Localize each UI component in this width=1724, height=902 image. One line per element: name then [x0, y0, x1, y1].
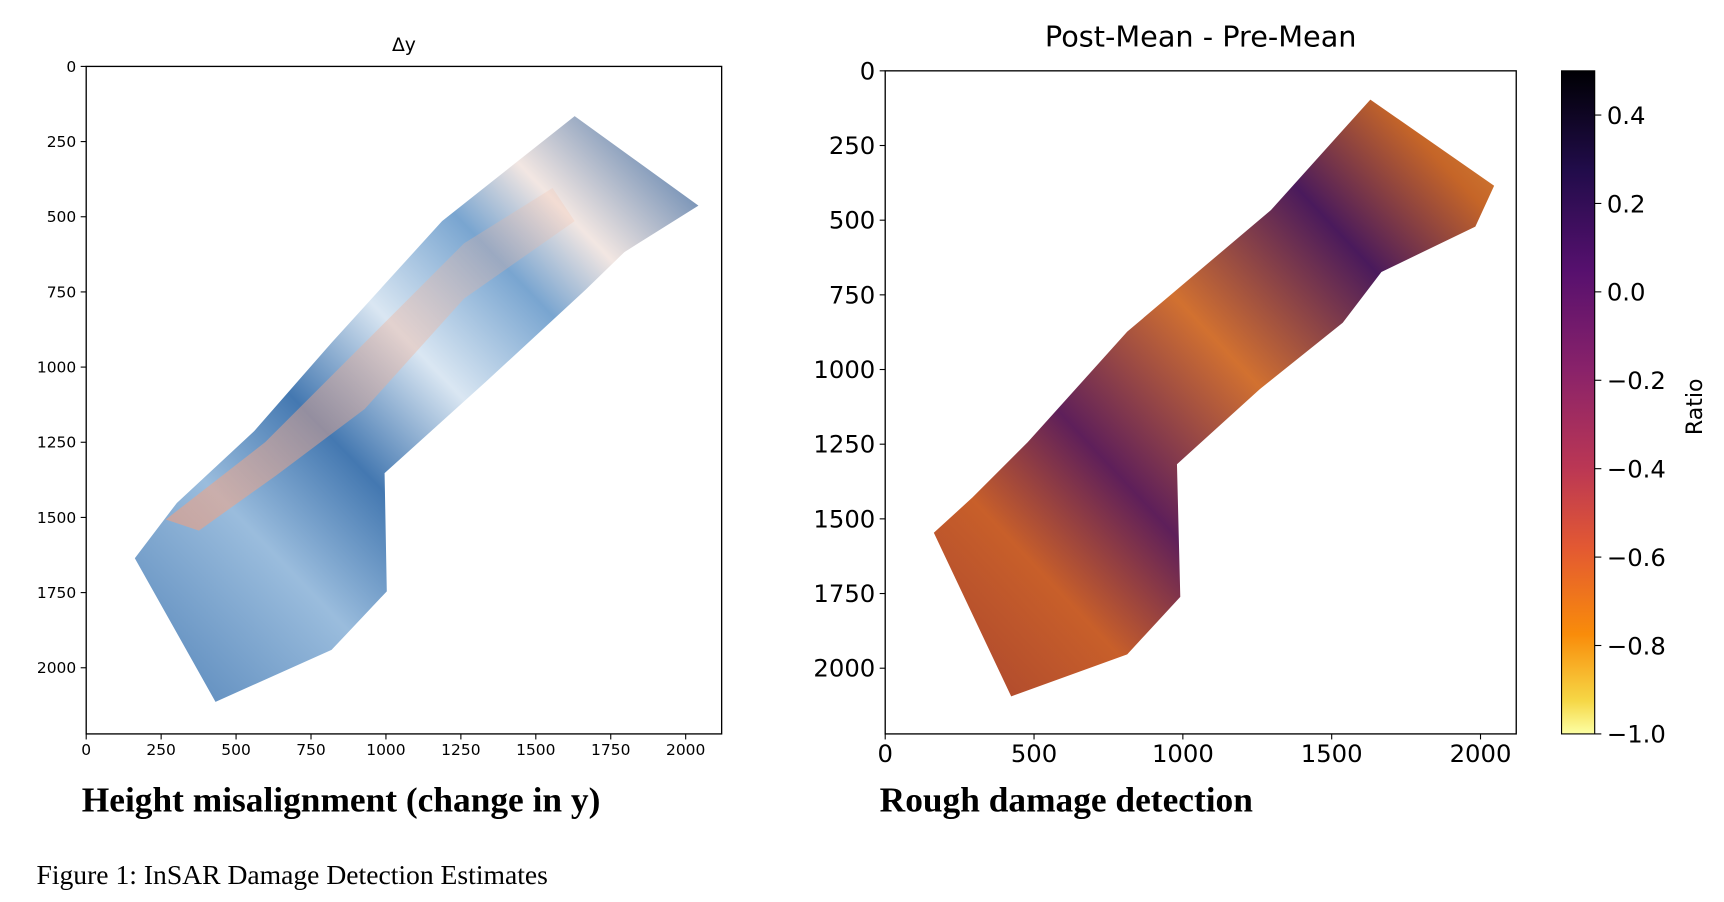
x-tick-label: 0	[81, 741, 91, 759]
y-tick-label: 2000	[813, 654, 875, 683]
y-tick-label: 1750	[37, 584, 76, 602]
x-tick-label: 1250	[441, 741, 480, 759]
x-tick-label: 250	[146, 741, 176, 759]
y-tick-label: 250	[829, 131, 875, 160]
strip-patch	[165, 187, 575, 531]
y-tick-label: 2000	[37, 659, 76, 677]
y-tick-label: 1250	[813, 430, 875, 459]
chart-title: Post-Mean - Pre-Mean	[1045, 20, 1357, 54]
strip-shape	[933, 99, 1495, 697]
y-tick-label: 0	[860, 56, 875, 85]
x-tick-label: 2000	[666, 741, 705, 759]
y-tick-label: 500	[47, 208, 77, 226]
y-tick-label: 1500	[813, 504, 875, 533]
y-tick-label: 750	[829, 280, 875, 309]
y-tick-label: 1250	[37, 434, 76, 452]
colorbar-label: Ratio	[1682, 378, 1708, 435]
x-tick-label: 500	[221, 741, 251, 759]
x-tick-label: 500	[1011, 739, 1057, 768]
strip-shape	[134, 116, 699, 702]
subplot-caption: Rough damage detection	[880, 779, 1254, 819]
figure-caption: Figure 1: InSAR Damage Detection Estimat…	[36, 859, 547, 890]
y-tick-label: 1000	[813, 355, 875, 384]
right-image	[933, 99, 1495, 697]
x-tick-label: 1000	[1152, 739, 1214, 768]
colorbar-tick-label: 0.4	[1607, 101, 1646, 130]
y-tick-label: 500	[829, 206, 875, 235]
x-tick-label: 0	[877, 739, 892, 768]
axes-frame	[884, 70, 1517, 735]
axes-frame	[85, 65, 723, 735]
left-image	[134, 116, 699, 702]
y-tick-label: 1750	[813, 579, 875, 608]
subplot-caption: Height misalignment (change in y)	[82, 779, 601, 819]
x-tick-label: 750	[296, 741, 326, 759]
y-tick-label: 1500	[37, 509, 76, 527]
colorbar	[1560, 70, 1596, 735]
x-tick-label: 1500	[516, 741, 555, 759]
x-tick-label: 1500	[1301, 739, 1363, 768]
x-tick-label: 1750	[591, 741, 630, 759]
y-tick-label: 750	[47, 283, 77, 301]
colorbar-tick-label: 0.2	[1607, 189, 1646, 218]
x-tick-label: 2000	[1450, 739, 1512, 768]
colorbar-tick-label: 0.0	[1607, 278, 1646, 307]
chart-title: Δy	[392, 35, 416, 56]
y-tick-label: 1000	[37, 359, 76, 377]
colorbar-tick-label: −0.4	[1607, 455, 1666, 484]
colorbar-tick-label: −0.8	[1607, 631, 1666, 660]
y-tick-label: 250	[47, 133, 77, 151]
x-tick-label: 1000	[366, 741, 405, 759]
colorbar-tick-label: −0.2	[1607, 366, 1666, 395]
colorbar-tick-label: −1.0	[1607, 720, 1666, 749]
colorbar-tick-label: −0.6	[1607, 543, 1666, 572]
y-tick-label: 0	[66, 58, 76, 76]
